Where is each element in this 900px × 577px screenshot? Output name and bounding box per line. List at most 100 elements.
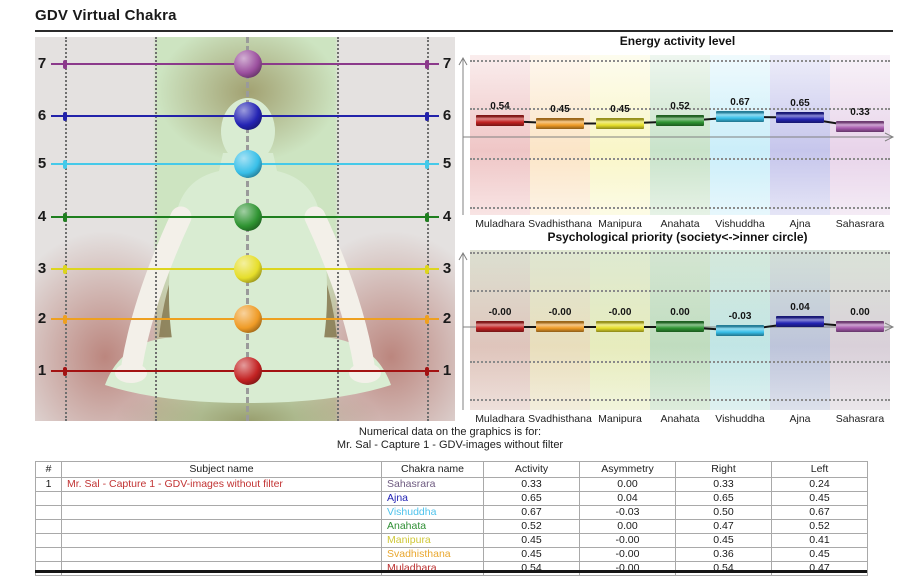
- chart-axes-and-curve: [458, 251, 895, 410]
- chakra-figure-panel: 7 7 6 6 5 5 4 4 3 3 2 2 1 1: [35, 37, 455, 421]
- table-row: Anahata 0.52 0.00 0.47 0.52: [35, 519, 868, 534]
- right-cell: 0.50: [675, 505, 772, 520]
- table-header-cell-6: Left: [771, 461, 868, 478]
- chart-band-manipura: [590, 55, 650, 215]
- left-cell: 0.47: [771, 561, 868, 576]
- chart-gridline: [470, 399, 890, 401]
- chart-bar-ajna: [776, 111, 824, 123]
- chakra-number-right-6: 6: [442, 107, 452, 124]
- chakra-line-tick: [63, 315, 67, 324]
- caption-line2: Mr. Sal - Capture 1 - GDV-images without…: [336, 439, 564, 451]
- activity-cell: 0.45: [483, 547, 580, 562]
- chakra-number-right-5: 5: [442, 155, 452, 172]
- chakra-line-tick: [63, 213, 67, 222]
- right-cell: 0.54: [675, 561, 772, 576]
- asymmetry-cell: 0.00: [579, 477, 676, 492]
- chart-bar-sahasrara: [836, 121, 884, 133]
- chakra-number-right-3: 3: [442, 260, 452, 277]
- left-cell: 0.45: [771, 491, 868, 506]
- chart-gridline: [470, 158, 890, 160]
- chakra-number-left-3: 3: [37, 260, 47, 277]
- chakra-line-tick: [425, 315, 429, 324]
- subject-name-cell: [61, 547, 382, 562]
- chart-bar-ajna: [776, 316, 824, 328]
- chart-x-label-svadhisthana: Svadhisthana: [528, 218, 592, 230]
- chart-band-svadhisthana: [530, 55, 590, 215]
- subject-name-cell: [61, 505, 382, 520]
- chakra-ball-svadhisthana: [234, 305, 262, 333]
- activity-cell: 0.54: [483, 561, 580, 576]
- chakra-line-tick: [63, 112, 67, 121]
- subject-name-cell: [61, 561, 382, 576]
- chakra-number-right-1: 1: [442, 362, 452, 379]
- chart-bar-muladhara: [476, 321, 524, 332]
- chakra-ball-ajna: [234, 102, 262, 130]
- table-header-cell-5: Right: [675, 461, 772, 478]
- table-header-cell-0: #: [35, 461, 62, 478]
- left-cell: 0.52: [771, 519, 868, 534]
- chakra-number-left-7: 7: [37, 55, 47, 72]
- title-divider: [35, 30, 893, 32]
- activity-cell: 0.67: [483, 505, 580, 520]
- chart-x-label-svadhisthana: Svadhisthana: [528, 413, 592, 425]
- row-number-cell: 1: [35, 477, 62, 492]
- right-cell: 0.36: [675, 547, 772, 562]
- chart-bar-sahasrara: [836, 321, 884, 332]
- table-header-cell-1: Subject name: [61, 461, 382, 478]
- chakra-line-tick: [425, 213, 429, 222]
- chart-x-label-anahata: Anahata: [660, 413, 700, 425]
- chart-bar-label: 0.65: [790, 97, 810, 109]
- left-cell: 0.45: [771, 547, 868, 562]
- chakra-ball-sahasrara: [234, 50, 262, 78]
- chart-bar-muladhara: [476, 114, 524, 126]
- chakra-number-left-6: 6: [37, 107, 47, 124]
- table-row: Svadhisthana 0.45 -0.00 0.36 0.45: [35, 547, 868, 562]
- chart-band-vishuddha: [710, 55, 770, 215]
- subject-name-cell: [61, 533, 382, 548]
- vertical-dotted-guide: [427, 37, 429, 421]
- table-header-cell-4: Asymmetry: [579, 461, 676, 478]
- chakra-name-cell: Muladhara: [381, 561, 484, 576]
- chakra-line-tick: [425, 112, 429, 121]
- chart-gridline: [470, 290, 890, 292]
- energy-activity-chart-title: Energy activity level: [619, 34, 736, 48]
- chakra-line-tick: [63, 160, 67, 169]
- chakra-name-cell: Vishuddha: [381, 505, 484, 520]
- chart-bar-anahata: [656, 115, 704, 127]
- bottom-divider: [35, 570, 867, 573]
- chakra-number-left-4: 4: [37, 208, 47, 225]
- chart-bar-label: 0.45: [550, 103, 570, 115]
- subject-name-cell: [61, 491, 382, 506]
- chart-x-label-anahata: Anahata: [660, 218, 700, 230]
- chakra-line-tick: [425, 160, 429, 169]
- chakra-line-tick: [63, 265, 67, 274]
- chart-bar-label: 0.04: [790, 302, 810, 314]
- right-cell: 0.47: [675, 519, 772, 534]
- chart-bar-label: 0.33: [850, 107, 870, 119]
- chart-band-muladhara: [470, 55, 530, 215]
- left-cell: 0.67: [771, 505, 868, 520]
- asymmetry-cell: 0.04: [579, 491, 676, 506]
- activity-cell: 0.33: [483, 477, 580, 492]
- chakra-number-left-1: 1: [37, 362, 47, 379]
- chakra-line-tick: [425, 367, 429, 376]
- activity-cell: 0.65: [483, 491, 580, 506]
- chart-bar-label: -0.00: [608, 307, 632, 318]
- chakra-number-right-7: 7: [442, 55, 452, 72]
- chart-gridline: [470, 108, 890, 110]
- chakra-number-left-2: 2: [37, 310, 47, 327]
- chart-band-anahata: [650, 55, 710, 215]
- chart-band-ajna: [770, 55, 830, 215]
- table-row: Muladhara 0.54 -0.00 0.54 0.47: [35, 561, 868, 576]
- chart-bar-label: 0.45: [610, 103, 630, 115]
- chakra-ball-anahata: [234, 203, 262, 231]
- chart-bar-label: 0.52: [670, 101, 690, 113]
- chart-bar-label: 0.00: [670, 307, 690, 318]
- chart-bar-manipura: [596, 117, 644, 129]
- chart-bar-label: 0.67: [730, 96, 750, 108]
- row-number-cell: [35, 505, 62, 520]
- chart-bar-label: 0.54: [490, 100, 510, 112]
- table-header-row: # Subject name Chakra name Activity Asymmetr…: [35, 461, 868, 478]
- left-cell: 0.41: [771, 533, 868, 548]
- chakra-name-cell: Ajna: [381, 491, 484, 506]
